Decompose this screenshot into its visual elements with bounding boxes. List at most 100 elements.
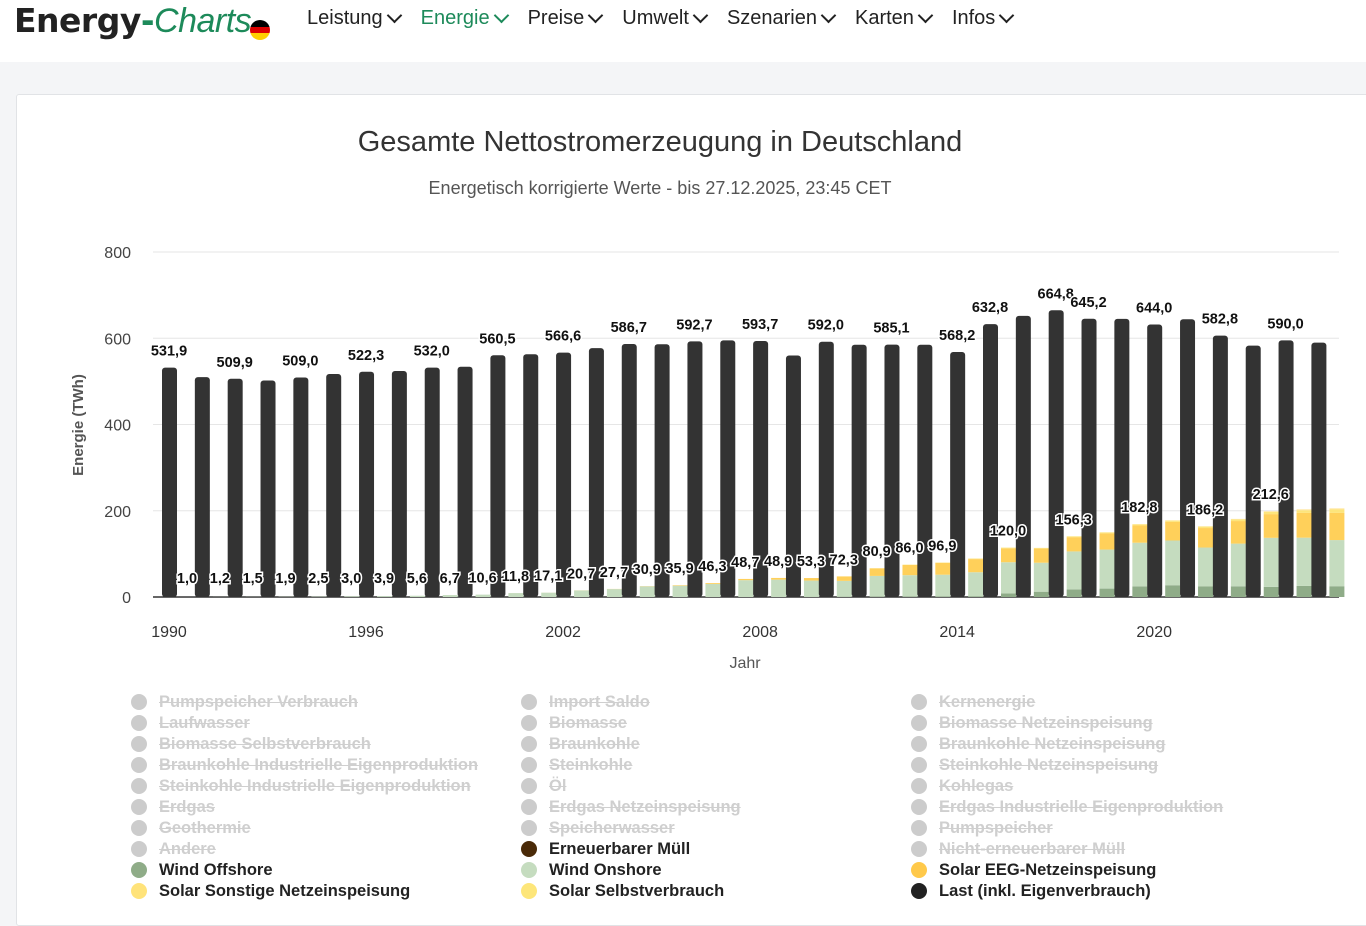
legend-item-steinkohle[interactable]: Steinkohle (521, 755, 632, 775)
bar-wind-offshore-2018[interactable] (1100, 589, 1115, 597)
bar-solar-eeg-netzeinspeisung-2005[interactable] (673, 585, 688, 586)
legend-item-nicht-erneuerbarer-müll[interactable]: Nicht-erneuerbarer Müll (911, 839, 1125, 859)
bar-last-1996[interactable] (359, 372, 374, 597)
bar-wind-onshore-2013[interactable] (935, 575, 950, 597)
legend-item-biomasse[interactable]: Biomasse (521, 713, 627, 733)
bar-solar-eeg-netzeinspeisung-2013[interactable] (935, 563, 950, 575)
bar-solar-eeg-netzeinspeisung-2022[interactable] (1231, 521, 1246, 544)
bar-last-1997[interactable] (392, 371, 407, 597)
bar-wind-offshore-2019[interactable] (1132, 586, 1147, 597)
bar-wind-offshore-2025[interactable] (1329, 586, 1344, 597)
bar-wind-offshore-2015[interactable] (1001, 593, 1016, 597)
bar-wind-offshore-2022[interactable] (1231, 586, 1246, 597)
bar-solar-eeg-netzeinspeisung-2018[interactable] (1100, 533, 1115, 549)
legend-item-kohlegas[interactable]: Kohlegas (911, 776, 1013, 796)
bar-wind-onshore-2002[interactable] (574, 590, 589, 597)
bar-last-2021[interactable] (1180, 319, 1195, 597)
bar-solar-selbstverbrauch-2019[interactable] (1132, 524, 1147, 525)
bar-last-1991[interactable] (195, 377, 210, 597)
bar-solar-selbstverbrauch-2022[interactable] (1231, 519, 1246, 521)
bar-last-2022[interactable] (1213, 336, 1228, 597)
bar-wind-onshore-2009[interactable] (804, 581, 819, 597)
nav-item-infos[interactable]: Infos (952, 0, 1012, 36)
german-flag-icon[interactable] (250, 20, 270, 40)
legend-item-braunkohle[interactable]: Braunkohle (521, 734, 640, 754)
bar-solar-sonstige-netzeinspeisung-2025[interactable] (1329, 508, 1344, 509)
bar-solar-eeg-netzeinspeisung-2006[interactable] (705, 583, 720, 584)
legend-item-last-inkl-eigenverbrauch-[interactable]: Last (inkl. Eigenverbrauch) (911, 881, 1151, 901)
legend-item-wind-onshore[interactable]: Wind Onshore (521, 860, 662, 880)
bar-last-2015[interactable] (983, 324, 998, 597)
bar-solar-eeg-netzeinspeisung-2017[interactable] (1067, 537, 1082, 551)
legend-item-speicherwasser[interactable]: Speicherwasser (521, 818, 675, 838)
bar-solar-selbstverbrauch-2021[interactable] (1198, 527, 1213, 528)
legend-item-braunkohle-industrielle-eigenproduktion[interactable]: Braunkohle Industrielle Eigenproduktion (131, 755, 478, 775)
legend-item-erdgas-industrielle-eigenproduktion[interactable]: Erdgas Industrielle Eigenproduktion (911, 797, 1223, 817)
bar-last-1995[interactable] (326, 374, 341, 597)
bar-wind-onshore-2014[interactable] (968, 572, 983, 596)
nav-item-karten[interactable]: Karten (855, 0, 931, 36)
bar-wind-onshore-2000[interactable] (508, 593, 523, 597)
bar-solar-eeg-netzeinspeisung-2023[interactable] (1264, 514, 1279, 538)
bar-solar-eeg-netzeinspeisung-2011[interactable] (870, 568, 885, 576)
legend-item-import-saldo[interactable]: Import Saldo (521, 692, 650, 712)
bar-wind-onshore-1998[interactable] (443, 595, 458, 597)
bar-wind-onshore-2006[interactable] (705, 584, 720, 597)
bar-solar-eeg-netzeinspeisung-2008[interactable] (771, 578, 786, 580)
bar-wind-onshore-2003[interactable] (607, 589, 622, 597)
bar-last-2025[interactable] (1311, 343, 1326, 597)
bar-last-2003[interactable] (589, 348, 604, 597)
bar-solar-eeg-netzeinspeisung-2025[interactable] (1329, 513, 1344, 540)
bar-last-2002[interactable] (556, 353, 571, 597)
bar-wind-onshore-2022[interactable] (1231, 544, 1246, 587)
legend-item-biomasse-netzeinspeisung[interactable]: Biomasse Netzeinspeisung (911, 713, 1153, 733)
legend-item-pumpspeicher-verbrauch[interactable]: Pumpspeicher Verbrauch (131, 692, 358, 712)
site-logo[interactable]: Energy-Charts (14, 0, 251, 42)
bar-solar-eeg-netzeinspeisung-2019[interactable] (1132, 525, 1147, 542)
bar-wind-onshore-2021[interactable] (1198, 548, 1213, 587)
bar-wind-onshore-2016[interactable] (1034, 563, 1049, 592)
bar-last-1994[interactable] (293, 377, 308, 597)
bar-solar-eeg-netzeinspeisung-2010[interactable] (837, 576, 852, 580)
bar-wind-onshore-2007[interactable] (738, 580, 753, 597)
bar-solar-eeg-netzeinspeisung-2009[interactable] (804, 578, 819, 581)
nav-item-umwelt[interactable]: Umwelt (622, 0, 706, 36)
bar-solar-selbstverbrauch-2018[interactable] (1100, 532, 1115, 533)
bar-last-2000[interactable] (490, 355, 505, 597)
legend-item-solar-selbstverbrauch[interactable]: Solar Selbstverbrauch (521, 881, 724, 901)
bar-last-1999[interactable] (458, 367, 473, 597)
bar-solar-selbstverbrauch-2023[interactable] (1264, 512, 1279, 514)
bar-solar-eeg-netzeinspeisung-2014[interactable] (968, 559, 983, 572)
bar-wind-onshore-2004[interactable] (640, 586, 655, 597)
legend-item-laufwasser[interactable]: Laufwasser (131, 713, 250, 733)
bar-wind-onshore-2008[interactable] (771, 580, 786, 597)
nav-item-leistung[interactable]: Leistung (307, 0, 400, 36)
bar-solar-selbstverbrauch-2015[interactable] (1001, 548, 1016, 549)
legend-item-wind-offshore[interactable]: Wind Offshore (131, 860, 273, 880)
bar-solar-selbstverbrauch-2020[interactable] (1165, 521, 1180, 522)
bar-solar-eeg-netzeinspeisung-2012[interactable] (902, 565, 917, 575)
bar-wind-onshore-2018[interactable] (1100, 550, 1115, 589)
legend-item-öl[interactable]: Öl (521, 776, 566, 796)
bar-last-2024[interactable] (1279, 340, 1294, 597)
bar-wind-onshore-2019[interactable] (1132, 543, 1147, 587)
legend-item-steinkohle-netzeinspeisung[interactable]: Steinkohle Netzeinspeisung (911, 755, 1158, 775)
bar-solar-selbstverbrauch-2014[interactable] (968, 559, 983, 560)
bar-wind-onshore-2015[interactable] (1001, 562, 1016, 593)
legend-item-kernenergie[interactable]: Kernenergie (911, 692, 1035, 712)
legend-item-steinkohle-industrielle-eigenproduktion[interactable]: Steinkohle Industrielle Eigenproduktion (131, 776, 471, 796)
bar-solar-eeg-netzeinspeisung-2024[interactable] (1297, 513, 1312, 538)
bar-wind-onshore-2025[interactable] (1329, 540, 1344, 586)
bar-last-1992[interactable] (228, 379, 243, 597)
legend-item-solar-eeg-netzeinspeisung[interactable]: Solar EEG-Netzeinspeisung (911, 860, 1156, 880)
bar-solar-eeg-netzeinspeisung-2015[interactable] (1001, 548, 1016, 562)
bar-wind-offshore-2021[interactable] (1198, 586, 1213, 597)
bar-last-1993[interactable] (261, 381, 276, 597)
legend-item-erdgas-netzeinspeisung[interactable]: Erdgas Netzeinspeisung (521, 797, 741, 817)
bar-wind-onshore-2011[interactable] (870, 576, 885, 597)
legend-item-solar-sonstige-netzeinspeisung[interactable]: Solar Sonstige Netzeinspeisung (131, 881, 410, 901)
bar-wind-offshore-2024[interactable] (1297, 586, 1312, 597)
bar-wind-onshore-1997[interactable] (410, 596, 425, 597)
bar-wind-offshore-2023[interactable] (1264, 587, 1279, 597)
bar-wind-onshore-2005[interactable] (673, 586, 688, 597)
